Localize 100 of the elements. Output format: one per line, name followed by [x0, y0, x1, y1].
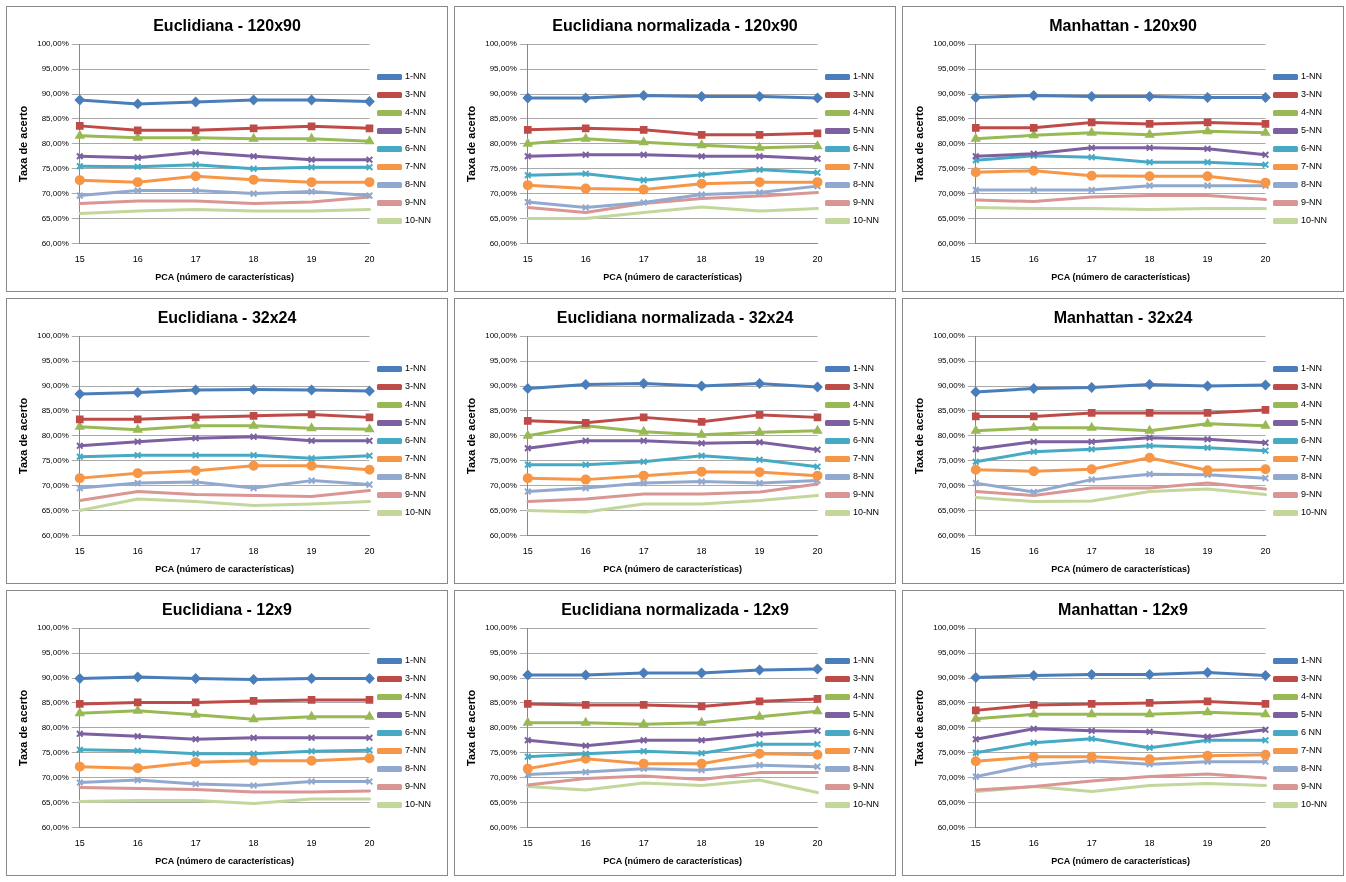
y-tick-label: 85,00%	[937, 114, 965, 124]
y-tick-label: 65,00%	[489, 797, 517, 807]
legend-label: 6-NN	[404, 435, 427, 446]
y-tick-label: 80,00%	[489, 431, 517, 440]
x-tick-label: 20	[812, 546, 823, 557]
x-tick-label: 17	[1086, 838, 1097, 849]
y-tick-label: 70,00%	[937, 188, 965, 198]
legend-label: 10-NN	[852, 799, 880, 810]
y-tick-label: 65,00%	[937, 213, 965, 223]
x-tick-label: 17	[638, 546, 649, 557]
legend-label: 5-NN	[404, 417, 427, 428]
y-tick-label: 60,00%	[489, 530, 517, 540]
x-tick-label: 20	[1260, 254, 1271, 265]
x-tick-label: 17	[1086, 254, 1097, 265]
y-tick-label: 70,00%	[489, 188, 517, 198]
x-tick-label: 19	[1202, 546, 1213, 557]
chart-title: Euclidiana - 32x24	[157, 309, 297, 327]
legend-label: 8-NN	[1300, 179, 1323, 190]
legend-label: 6 NN	[1300, 727, 1322, 738]
legend-label: 5-NN	[852, 125, 875, 136]
y-tick-label: 95,00%	[489, 648, 517, 658]
legend-label: 9-NN	[404, 197, 427, 208]
x-tick-label: 19	[754, 546, 765, 557]
legend-label: 4-NN	[852, 107, 875, 118]
legend-label: 3-NN	[404, 89, 427, 100]
y-tick-label: 80,00%	[41, 723, 69, 732]
x-tick-label: 20	[1260, 546, 1271, 557]
legend-label: 4-NN	[404, 691, 427, 702]
y-tick-label: 100,00%	[933, 331, 965, 341]
y-tick-label: 100,00%	[485, 623, 517, 633]
x-tick-label: 15	[74, 546, 85, 557]
x-tick-label: 18	[1144, 838, 1155, 849]
legend-label: 7-NN	[852, 453, 875, 464]
x-tick-label: 17	[638, 254, 649, 265]
legend-label: 7-NN	[1300, 745, 1323, 756]
legend-label: 5-NN	[1300, 417, 1323, 428]
y-tick-label: 70,00%	[41, 188, 69, 198]
x-tick-label: 19	[306, 546, 317, 557]
legend-label: 6-NN	[852, 143, 875, 154]
chart-title: Euclidiana normalizada - 12x9	[561, 601, 789, 619]
x-axis-title: PCA (número de características)	[155, 272, 294, 283]
legend-label: 6-NN	[404, 143, 427, 154]
y-axis-title: Taxa de acerto	[16, 105, 29, 182]
y-tick-label: 65,00%	[41, 505, 69, 515]
y-tick-label: 80,00%	[937, 139, 965, 148]
x-tick-label: 15	[522, 546, 533, 557]
legend-label: 1-NN	[852, 363, 875, 374]
y-tick-label: 90,00%	[489, 673, 517, 683]
legend-label: 7-NN	[404, 161, 427, 172]
y-tick-label: 75,00%	[41, 455, 69, 465]
y-tick-label: 100,00%	[37, 623, 69, 633]
x-tick-label: 19	[306, 838, 317, 849]
legend-label: 6-NN	[1300, 435, 1323, 446]
legend-label: 4-NN	[404, 107, 427, 118]
x-tick-label: 15	[970, 546, 981, 557]
y-axis-title: Taxa de acerto	[912, 689, 925, 766]
legend-label: 3-NN	[852, 673, 875, 684]
legend-label: 9-NN	[852, 197, 875, 208]
y-tick-label: 60,00%	[41, 530, 69, 540]
y-tick-label: 85,00%	[937, 698, 965, 708]
legend-label: 3-NN	[1300, 381, 1323, 392]
x-tick-label: 19	[1202, 838, 1213, 849]
x-tick-label: 20	[812, 838, 823, 849]
y-tick-label: 90,00%	[41, 381, 69, 391]
y-tick-label: 65,00%	[41, 797, 69, 807]
legend-label: 4-NN	[852, 399, 875, 410]
x-tick-label: 20	[364, 546, 375, 557]
chart-title: Euclidiana - 12x9	[162, 601, 293, 619]
legend-label: 7-NN	[404, 453, 427, 464]
chart-title: Euclidiana - 120x90	[153, 17, 301, 35]
legend-label: 3-NN	[404, 381, 427, 392]
legend-label: 4-NN	[1300, 107, 1323, 118]
legend-label: 1-NN	[1300, 363, 1323, 374]
y-tick-label: 75,00%	[489, 163, 517, 173]
legend-label: 8-NN	[404, 179, 427, 190]
y-tick-label: 85,00%	[489, 698, 517, 708]
y-axis-title: Taxa de acerto	[912, 397, 925, 474]
y-axis-title: Taxa de acerto	[912, 105, 925, 182]
legend-label: 8-NN	[852, 471, 875, 482]
legend-label: 7-NN	[852, 161, 875, 172]
y-tick-label: 95,00%	[41, 64, 69, 74]
legend-label: 4-NN	[1300, 691, 1323, 702]
legend-label: 6-NN	[404, 727, 427, 738]
legend-label: 5-NN	[404, 125, 427, 136]
y-tick-label: 90,00%	[937, 89, 965, 99]
legend-label: 1-NN	[1300, 71, 1323, 82]
y-tick-label: 75,00%	[489, 747, 517, 757]
legend-label: 3-NN	[1300, 89, 1323, 100]
y-tick-label: 65,00%	[937, 505, 965, 515]
x-tick-label: 20	[1260, 838, 1271, 849]
legend-label: 4-NN	[852, 691, 875, 702]
y-tick-label: 75,00%	[937, 163, 965, 173]
y-tick-label: 80,00%	[41, 431, 69, 440]
x-tick-label: 15	[970, 838, 981, 849]
chart-title: Manhattan - 120x90	[1049, 17, 1197, 35]
legend-label: 3-NN	[1300, 673, 1323, 684]
x-tick-label: 16	[1028, 254, 1039, 265]
legend-label: 5-NN	[1300, 709, 1323, 720]
y-tick-label: 75,00%	[937, 455, 965, 465]
x-tick-label: 18	[248, 254, 259, 265]
